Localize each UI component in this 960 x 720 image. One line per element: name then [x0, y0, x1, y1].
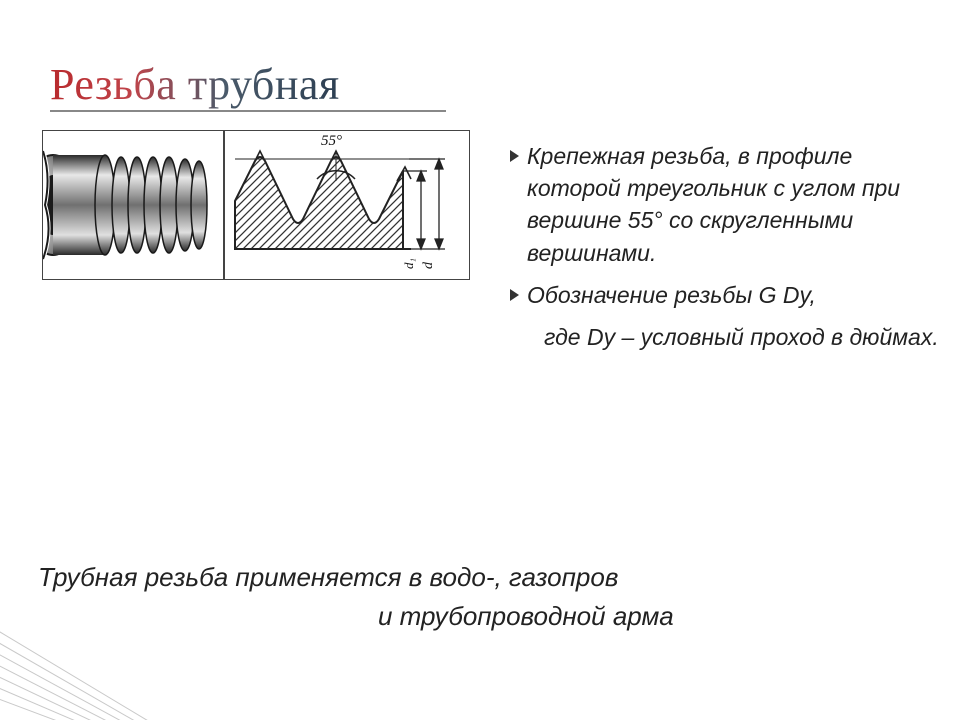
diagram-row: 55° d₁ d [42, 130, 470, 280]
indent-text: где Dу – условный проход в дюймах. [544, 321, 950, 353]
bullet-1: Крепежная резьба, в профиле которой треу… [510, 140, 950, 269]
bullet-marker-icon [510, 150, 519, 162]
bottom-line-1: Трубная резьба применяется в водо-, газо… [38, 558, 960, 597]
content-column: Крепежная резьба, в профиле которой треу… [510, 140, 950, 353]
angle-label: 55° [321, 133, 342, 149]
dim-d: d [421, 261, 436, 269]
title-text: Резьба трубная [50, 60, 340, 109]
page-title: Резьба трубная [50, 55, 570, 128]
bullet-2-text: Обозначение резьбы G Dу, [527, 279, 816, 311]
diagram-profile-cell: 55° d₁ d [224, 130, 470, 280]
bullet-marker-icon [510, 289, 519, 301]
title-svg: Резьба трубная [50, 55, 570, 117]
bullet-1-text: Крепежная резьба, в профиле которой треу… [527, 140, 950, 269]
thread-profile-svg: 55° d₁ d [225, 131, 469, 279]
bullet-2: Обозначение резьбы G Dу, [510, 279, 950, 311]
pipe-thread-svg [43, 131, 223, 279]
bottom-paragraph: Трубная резьба применяется в водо-, газо… [38, 558, 960, 636]
diagram-pipe-cell [42, 130, 224, 280]
bottom-line-2: и трубопроводной арма [38, 597, 960, 636]
dim-d1: d₁ [401, 258, 416, 269]
